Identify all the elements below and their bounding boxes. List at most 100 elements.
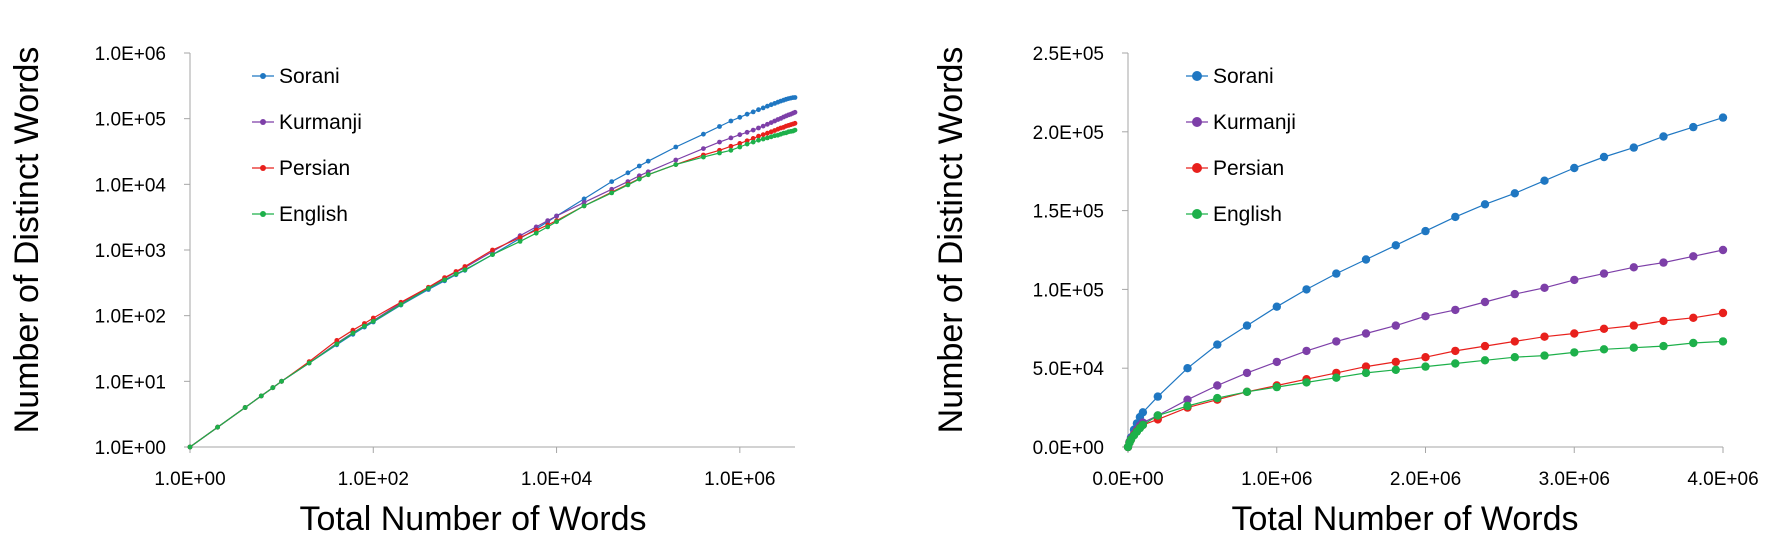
data-point [1570,275,1579,285]
legend-marker [1192,117,1202,127]
series-english [1123,337,1728,452]
data-point [760,105,766,111]
data-point [533,224,539,230]
x-tick-label: 4.0E+06 [1687,469,1758,490]
data-point [756,133,761,139]
data-point [1689,313,1698,322]
data-point [673,162,679,168]
data-point [1718,308,1728,318]
data-point [1510,189,1520,198]
legend-item-persian: Persian [1186,157,1284,180]
data-point [1480,200,1490,209]
data-point [1659,341,1668,351]
data-point [1421,362,1430,371]
legend-label: English [279,203,348,226]
data-point [1718,337,1728,346]
legend-label: Kurmanji [279,111,362,134]
x-tick-label: 0.0E+00 [1092,469,1163,490]
data-point [1480,341,1490,351]
legend-label: Kurmanji [1213,111,1296,134]
data-point [792,95,798,100]
data-point [744,138,750,144]
data-point [1599,345,1609,354]
x-tick-label: 1.0E+06 [1241,469,1312,490]
data-point [1510,289,1520,299]
data-point [1138,420,1148,430]
y-tick-label: 1.5E+05 [1033,202,1104,223]
data-point [1272,357,1282,367]
legend-item-sorani: Sorani [1186,65,1274,88]
data-point [1629,321,1639,330]
data-point [490,247,495,253]
data-point [545,218,551,224]
data-point [744,111,750,117]
y-tick-label: 1.0E+00 [95,438,166,459]
y-axis-title: Number of Distinct Words [8,47,46,434]
data-point [1183,395,1192,404]
legend-item-sorani: Sorani [252,65,340,88]
data-point [1332,269,1341,278]
y-tick-label: 2.5E+05 [1033,44,1104,65]
x-tick-label: 1.0E+02 [338,469,409,490]
data-point [1361,368,1371,378]
data-point [717,124,722,129]
legend-label: English [1213,203,1282,226]
data-point [1272,382,1282,392]
data-point [334,341,340,347]
y-tick-label: 0.0E+00 [1033,438,1104,459]
y-tick-label: 1.0E+05 [95,110,166,131]
data-point [737,144,743,150]
data-point [279,378,284,384]
series-persian [1123,308,1728,452]
chart-linear: Number of Distinct Words Total Number of… [932,44,1759,538]
series-english [187,127,798,450]
data-point [1570,163,1579,173]
data-point [1138,408,1148,417]
data-point [636,163,642,169]
data-point [737,132,743,138]
legend-marker [260,119,266,125]
data-point [1718,245,1728,255]
data-point [756,137,761,143]
data-point [462,267,468,273]
data-point [1421,312,1430,321]
data-point [609,179,615,185]
data-point [1510,337,1520,346]
data-point [1391,321,1401,330]
legend-marker [1192,163,1202,173]
data-point [490,252,495,257]
data-point [1213,340,1222,349]
data-point [717,150,722,156]
data-point [760,123,766,129]
data-point [581,196,587,202]
series-line [1127,312,1724,448]
data-point [1391,241,1401,250]
data-point [1659,132,1668,141]
data-point [1153,392,1163,401]
legend-label: Sorani [1213,65,1274,88]
data-point [581,203,587,209]
data-point [1332,337,1341,346]
data-point [1689,122,1698,132]
data-point [750,109,756,115]
data-point [1510,353,1520,362]
data-point [1689,252,1698,261]
data-point [1391,357,1401,367]
data-point [1540,332,1549,341]
legend-item-english: English [1186,203,1282,226]
data-point [1451,305,1460,315]
data-point [426,286,431,291]
data-point [750,139,756,145]
y-tick-label: 1.0E+02 [95,307,166,328]
legend-item-persian: Persian [252,157,350,180]
data-point [1242,321,1252,330]
data-point [636,176,642,182]
x-tick-label: 2.0E+06 [1390,469,1461,490]
data-point [792,109,798,115]
data-point [1540,351,1549,360]
data-point [1361,362,1371,371]
data-point [1689,338,1698,348]
data-point [1629,343,1639,352]
data-point [1451,212,1460,222]
data-point [554,213,559,219]
